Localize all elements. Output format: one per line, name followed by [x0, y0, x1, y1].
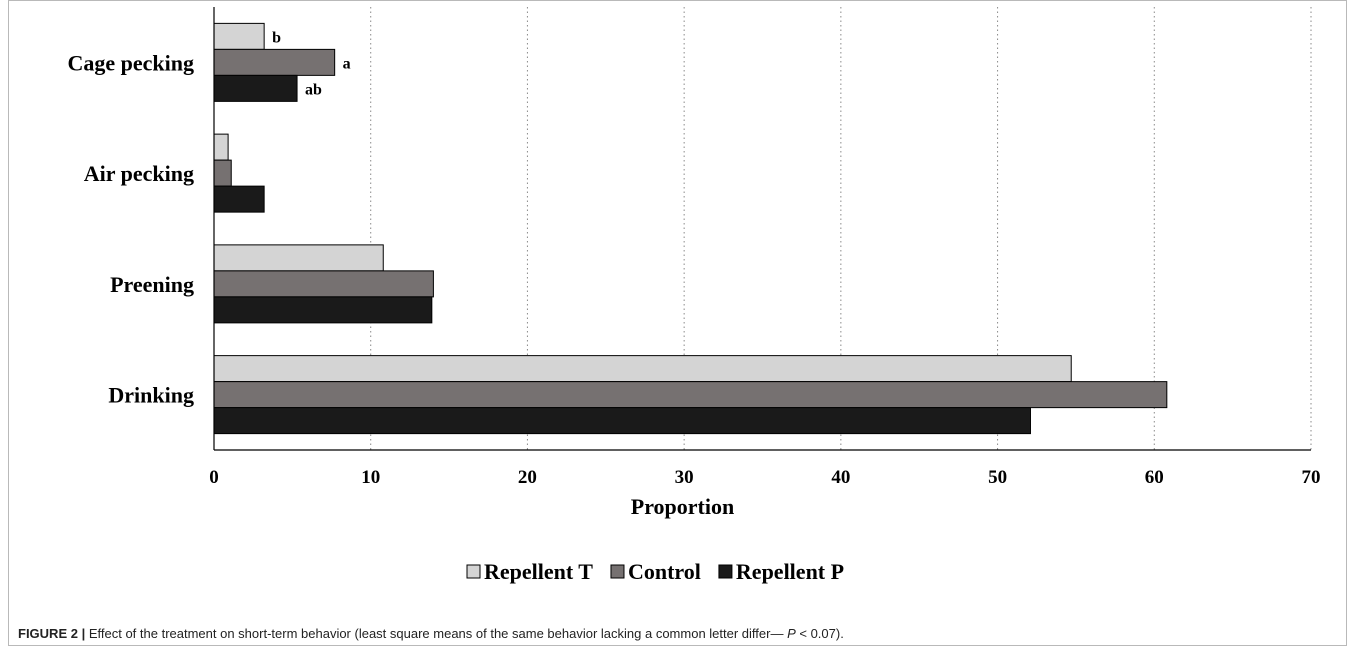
x-tick-labels: 0 10 20 30 40 50 60 70	[209, 467, 1320, 488]
legend: Repellent T Control Repellent P	[466, 559, 844, 584]
bar-repellent-t	[213, 244, 384, 272]
figure-label: FIGURE 2 |	[18, 626, 86, 641]
x-tick-label: 60	[1145, 467, 1164, 488]
category-label: Preening	[110, 272, 194, 297]
x-tick-label: 50	[988, 467, 1007, 488]
bar-control	[213, 48, 336, 76]
bar-repellent-t	[213, 22, 265, 50]
figure-caption: FIGURE 2 | Effect of the treatment on sh…	[18, 626, 1338, 641]
figure-frame: Cage pecking Air pecking Preening Drinking …	[8, 0, 1347, 646]
x-tick-label: 30	[675, 467, 694, 488]
x-tick-label: 10	[361, 467, 380, 488]
caption-p-symbol: P	[787, 626, 796, 641]
bar-control	[213, 381, 1168, 409]
legend-label: Repellent T	[484, 559, 593, 584]
legend-label: Control	[628, 559, 701, 584]
legend-label: Repellent P	[736, 559, 844, 584]
bar-repellent-t	[213, 133, 229, 161]
significance-letters: b a ab	[272, 29, 351, 98]
bar-repellent-p	[213, 296, 433, 324]
caption-text-end: < 0.07).	[795, 626, 844, 641]
x-tick-label: 0	[209, 467, 219, 488]
bar-repellent-p	[213, 185, 265, 213]
bar-control	[213, 159, 232, 187]
category-label: Air pecking	[84, 161, 194, 186]
significance-letter: ab	[305, 81, 322, 98]
bar-series	[213, 22, 1168, 435]
category-label: Cage pecking	[68, 50, 195, 75]
axes	[213, 7, 1311, 451]
significance-letter: b	[272, 29, 281, 46]
significance-letter: a	[343, 55, 351, 72]
bar-repellent-t	[213, 355, 1072, 383]
legend-swatch	[466, 564, 481, 579]
x-tick-label: 20	[518, 467, 537, 488]
legend-swatch	[610, 564, 625, 579]
bar-repellent-p	[213, 407, 1031, 435]
legend-swatch	[718, 564, 733, 579]
x-axis-title: Proportion	[631, 494, 734, 519]
bar-control	[213, 270, 434, 298]
caption-text: Effect of the treatment on short-term be…	[88, 626, 788, 641]
x-tick-label: 40	[831, 467, 850, 488]
category-labels: Cage pecking Air pecking Preening Drinking	[68, 50, 195, 407]
x-tick-label: 70	[1302, 467, 1321, 488]
bar-repellent-p	[213, 74, 298, 102]
category-label: Drinking	[108, 383, 194, 408]
